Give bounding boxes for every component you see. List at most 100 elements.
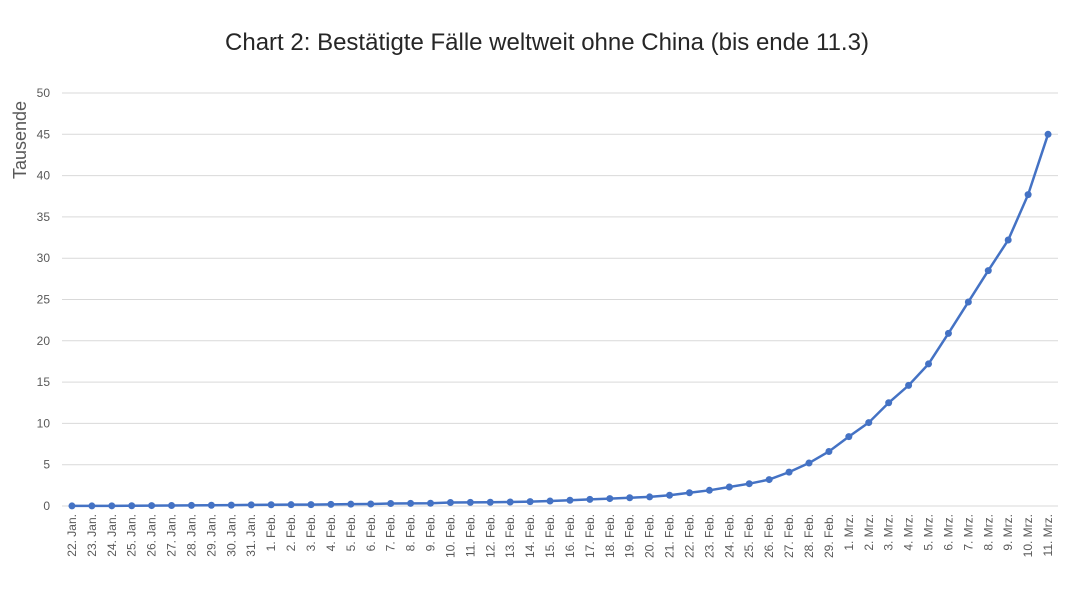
y-tick-label: 45 bbox=[37, 127, 51, 141]
point bbox=[765, 476, 773, 484]
x-tick-label: 7. Mrz. bbox=[961, 514, 975, 551]
x-tick-label: 30. Jan. bbox=[224, 514, 238, 557]
point bbox=[586, 495, 594, 503]
point bbox=[606, 495, 614, 503]
y-tick-label: 35 bbox=[37, 210, 51, 224]
point bbox=[964, 298, 972, 306]
point bbox=[526, 498, 534, 506]
x-tick-label: 6. Mrz. bbox=[941, 514, 955, 551]
point bbox=[925, 360, 933, 368]
point bbox=[566, 496, 574, 504]
point bbox=[68, 502, 76, 510]
point bbox=[646, 493, 654, 501]
x-tick-label: 8. Mrz. bbox=[981, 514, 995, 551]
point bbox=[885, 399, 893, 407]
x-tick-label: 27. Feb. bbox=[782, 514, 796, 558]
point bbox=[705, 486, 713, 494]
point bbox=[486, 498, 494, 506]
point bbox=[1024, 191, 1032, 199]
point bbox=[247, 501, 255, 509]
x-tick-label: 16. Feb. bbox=[563, 514, 577, 558]
x-tick-label: 18. Feb. bbox=[603, 514, 617, 558]
x-tick-label: 19. Feb. bbox=[623, 514, 637, 558]
point bbox=[427, 499, 435, 507]
x-tick-label: 23. Jan. bbox=[85, 514, 99, 557]
line bbox=[71, 133, 1050, 508]
point bbox=[685, 489, 693, 497]
point bbox=[466, 498, 474, 506]
x-tick-label: 9. Mrz. bbox=[1001, 514, 1015, 551]
x-tick-label: 11. Mrz. bbox=[1041, 514, 1055, 556]
y-tick-label: 5 bbox=[43, 458, 50, 472]
x-tick-label: 1. Mrz. bbox=[842, 514, 856, 551]
chart-title: Chart 2: Bestätigte Fälle weltweit ohne … bbox=[225, 29, 869, 56]
x-tick-label: 4. Feb. bbox=[324, 514, 338, 551]
point bbox=[546, 497, 554, 505]
point bbox=[865, 419, 873, 427]
x-tick-label: 3. Mrz. bbox=[882, 514, 896, 551]
point bbox=[845, 433, 853, 441]
x-tick-label: 13. Feb. bbox=[503, 514, 517, 558]
x-tick-label: 28. Jan. bbox=[184, 514, 198, 557]
point bbox=[207, 501, 215, 509]
x-tick-label: 12. Feb. bbox=[483, 514, 497, 558]
x-tick-label: 5. Mrz. bbox=[922, 514, 936, 551]
x-tick-label: 8. Feb. bbox=[404, 514, 418, 551]
point bbox=[506, 498, 514, 506]
x-tick-label: 14. Feb. bbox=[523, 514, 537, 558]
x-tick-label: 21. Feb. bbox=[663, 514, 677, 558]
point bbox=[1004, 236, 1012, 244]
x-tick-label: 26. Feb. bbox=[762, 514, 776, 558]
point bbox=[387, 500, 395, 508]
point bbox=[407, 499, 415, 507]
y-tick-label: 10 bbox=[37, 416, 51, 430]
point bbox=[367, 500, 375, 508]
point bbox=[347, 500, 355, 508]
point bbox=[227, 501, 235, 509]
x-tick-label: 23. Feb. bbox=[702, 514, 716, 558]
point bbox=[805, 459, 813, 467]
x-tick-label: 26. Jan. bbox=[145, 514, 159, 557]
point bbox=[128, 502, 136, 510]
point bbox=[446, 499, 454, 507]
y-tick-label: 20 bbox=[37, 334, 51, 348]
point bbox=[327, 500, 335, 508]
y-tick-label: 40 bbox=[37, 169, 51, 183]
x-tick-label: 24. Jan. bbox=[105, 514, 119, 557]
x-tick-label: 29. Jan. bbox=[204, 514, 218, 557]
x-tick-label: 11. Feb. bbox=[463, 514, 477, 557]
x-tick-label: 7. Feb. bbox=[384, 514, 398, 551]
x-tick-label: 10. Mrz. bbox=[1021, 514, 1035, 557]
x-tick-label: 25. Feb. bbox=[742, 514, 756, 558]
y-tick-label: 25 bbox=[37, 293, 51, 307]
point bbox=[307, 501, 315, 509]
point bbox=[725, 483, 733, 491]
point bbox=[148, 502, 156, 510]
x-tick-label: 27. Jan. bbox=[165, 514, 179, 557]
x-tick-label: 25. Jan. bbox=[125, 514, 139, 557]
point bbox=[944, 329, 952, 337]
point bbox=[267, 501, 275, 509]
x-tick-label: 15. Feb. bbox=[543, 514, 557, 558]
x-tick-label: 6. Feb. bbox=[364, 514, 378, 551]
y-tick-label: 15 bbox=[37, 375, 51, 389]
x-tick-label: 2. Feb. bbox=[284, 514, 298, 551]
point bbox=[187, 501, 195, 509]
x-tick-label: 24. Feb. bbox=[722, 514, 736, 558]
x-tick-label: 29. Feb. bbox=[822, 514, 836, 558]
x-tick-label: 10. Feb. bbox=[443, 514, 457, 558]
x-tick-label: 28. Feb. bbox=[802, 514, 816, 558]
point bbox=[108, 502, 116, 510]
x-tick-label: 31. Jan. bbox=[244, 514, 258, 557]
point bbox=[745, 480, 753, 488]
x-tick-label: 17. Feb. bbox=[583, 514, 597, 558]
x-tick-label: 22. Feb. bbox=[682, 514, 696, 558]
point bbox=[626, 494, 634, 502]
point bbox=[825, 447, 833, 455]
point bbox=[1044, 130, 1052, 138]
y-axis-label: Tausende bbox=[10, 101, 30, 179]
y-tick-label: 30 bbox=[37, 251, 51, 265]
point bbox=[168, 502, 176, 510]
x-tick-label: 1. Feb. bbox=[264, 514, 278, 551]
x-tick-label: 20. Feb. bbox=[643, 514, 657, 558]
